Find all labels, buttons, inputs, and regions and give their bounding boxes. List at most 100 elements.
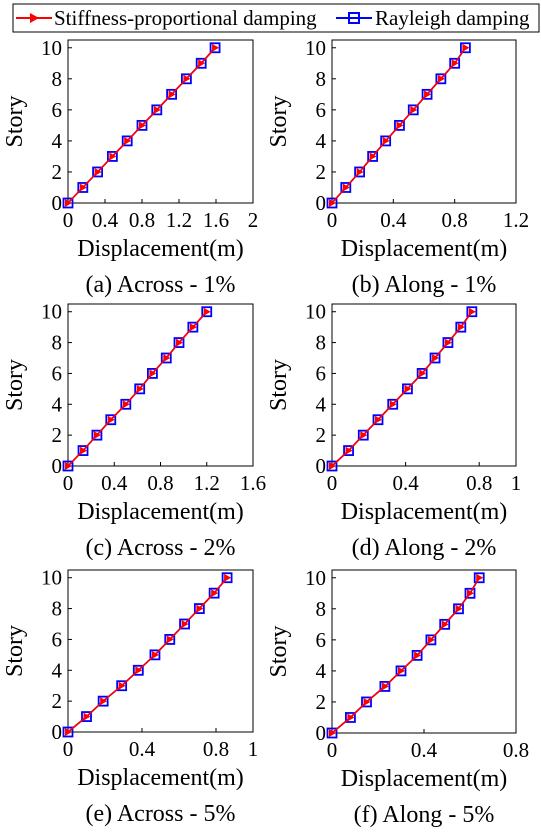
- y-tick-label-d: 2: [316, 423, 327, 447]
- y-tick-label-b: 4: [316, 129, 327, 153]
- data-point-stiffness-e: [151, 650, 159, 659]
- data-point-stiffness-d: [360, 431, 368, 440]
- data-point-stiffness-b: [329, 199, 336, 207]
- data-point-rayleigh-d: [357, 429, 369, 441]
- data-point-stiffness-b: [356, 167, 364, 176]
- x-axis-label-a: Displacement(m): [77, 236, 244, 262]
- panel-caption-c: (c) Across - 2%: [86, 535, 236, 561]
- data-point-rayleigh-d: [402, 383, 413, 395]
- data-point-rayleigh-a: [77, 182, 89, 193]
- data-point-rayleigh-b: [449, 57, 461, 69]
- y-tick-label-d: 0: [316, 454, 327, 478]
- data-point-rayleigh-d: [326, 460, 338, 472]
- legend-entry-rayleigh: Rayleigh damping: [336, 6, 530, 30]
- panel-caption-e: (e) Across - 5%: [86, 801, 236, 827]
- y-tick-label-e: 0: [52, 720, 63, 744]
- data-point-stiffness-f: [441, 620, 449, 629]
- data-point-rayleigh-f: [379, 681, 391, 692]
- legend: Stiffness-proportional damping Rayleigh …: [12, 3, 540, 33]
- y-tick-label-f: 10: [305, 566, 326, 590]
- plot-area-b: [331, 39, 517, 204]
- data-point-rayleigh-c: [91, 429, 103, 441]
- data-point-rayleigh-e: [193, 603, 205, 614]
- data-point-stiffness-c: [203, 307, 211, 316]
- y-axis-label-d: Story: [266, 359, 292, 411]
- y-tick-label-b: 8: [316, 67, 327, 91]
- data-point-stiffness-b: [369, 152, 377, 161]
- x-tick-label-d: 0: [327, 471, 338, 495]
- x-axis-label-b: Displacement(m): [341, 236, 508, 262]
- data-point-stiffness-e: [224, 573, 232, 582]
- data-point-rayleigh-c: [62, 460, 74, 472]
- data-point-rayleigh-c: [187, 321, 199, 333]
- data-point-stiffness-f: [414, 651, 422, 660]
- data-point-stiffness-c: [136, 384, 144, 393]
- data-point-rayleigh-a: [136, 119, 148, 131]
- data-point-rayleigh-b: [421, 88, 433, 100]
- data-point-stiffness-c: [189, 323, 197, 332]
- x-tick-label-a: 1.2: [166, 208, 192, 232]
- x-tick-label-e: 0.8: [203, 737, 229, 761]
- legend-marker-right-triangle-icon: [30, 13, 39, 23]
- data-point-rayleigh-a: [166, 88, 178, 100]
- y-tick-label-f: 8: [316, 597, 327, 621]
- data-point-rayleigh-d: [455, 321, 467, 333]
- data-point-stiffness-b: [342, 183, 350, 192]
- data-point-rayleigh-a: [151, 104, 163, 116]
- x-tick-label-d: 0.8: [466, 471, 492, 495]
- data-point-stiffness-e: [211, 589, 219, 598]
- data-point-stiffness-f: [381, 682, 389, 691]
- legend-entry-stiffness: Stiffness-proportional damping: [16, 6, 317, 30]
- panel-caption-b: (b) Along - 1%: [352, 272, 497, 298]
- y-tick-label-d: 10: [305, 300, 326, 324]
- x-tick-label-e: 1: [248, 737, 259, 761]
- y-tick-label-e: 6: [52, 627, 63, 651]
- y-tick-label-a: 2: [52, 160, 63, 184]
- y-tick-label-f: 6: [316, 628, 327, 652]
- data-point-stiffness-d: [329, 462, 336, 470]
- y-tick-label-c: 8: [52, 331, 63, 355]
- data-point-rayleigh-b: [367, 151, 379, 162]
- data-point-stiffness-c: [107, 415, 115, 424]
- data-point-stiffness-a: [183, 74, 191, 83]
- y-tick-label-b: 0: [316, 191, 327, 215]
- data-point-rayleigh-a: [92, 166, 103, 178]
- data-point-stiffness-c: [176, 338, 183, 347]
- data-point-stiffness-d: [444, 338, 452, 347]
- y-axis-label-b: Story: [266, 95, 292, 147]
- x-tick-label-b: 0.8: [442, 208, 468, 232]
- data-point-stiffness-d: [404, 384, 412, 393]
- data-point-stiffness-f: [347, 713, 355, 722]
- legend-label-stiffness: Stiffness-proportional damping: [54, 6, 317, 30]
- x-axis-label-f: Displacement(m): [341, 766, 508, 792]
- x-tick-label-a: 0.8: [129, 208, 155, 232]
- data-point-rayleigh-e: [149, 649, 161, 661]
- data-point-stiffness-d: [457, 323, 465, 332]
- data-point-stiffness-d: [468, 307, 476, 316]
- x-tick-label-f: 0: [327, 738, 338, 762]
- data-point-rayleigh-a: [195, 57, 207, 69]
- panel-caption-a: (a) Across - 1%: [86, 272, 236, 298]
- y-axis-label-a: Story: [2, 95, 28, 147]
- x-tick-label-e: 0: [63, 737, 74, 761]
- data-point-stiffness-f: [476, 573, 484, 582]
- y-tick-label-f: 4: [316, 659, 327, 683]
- x-tick-label-c: 0.4: [101, 471, 128, 495]
- data-point-stiffness-b: [382, 136, 390, 145]
- data-point-stiffness-e: [83, 712, 91, 721]
- x-tick-label-b: 0: [327, 208, 338, 232]
- y-tick-label-b: 6: [316, 98, 327, 122]
- data-point-stiffness-a: [168, 90, 176, 99]
- data-point-stiffness-a: [153, 105, 161, 114]
- data-point-rayleigh-d: [343, 445, 354, 456]
- panel-caption-f: (f) Along - 5%: [354, 802, 495, 828]
- data-point-rayleigh-c: [160, 352, 172, 364]
- data-point-rayleigh-c: [105, 414, 117, 426]
- legend-marker-square-icon: [348, 12, 360, 24]
- data-point-stiffness-e: [166, 635, 174, 644]
- data-point-stiffness-d: [375, 415, 382, 424]
- data-point-stiffness-f: [329, 729, 336, 737]
- data-point-rayleigh-c: [173, 337, 185, 348]
- data-point-stiffness-e: [118, 681, 126, 690]
- data-point-rayleigh-e: [179, 618, 190, 630]
